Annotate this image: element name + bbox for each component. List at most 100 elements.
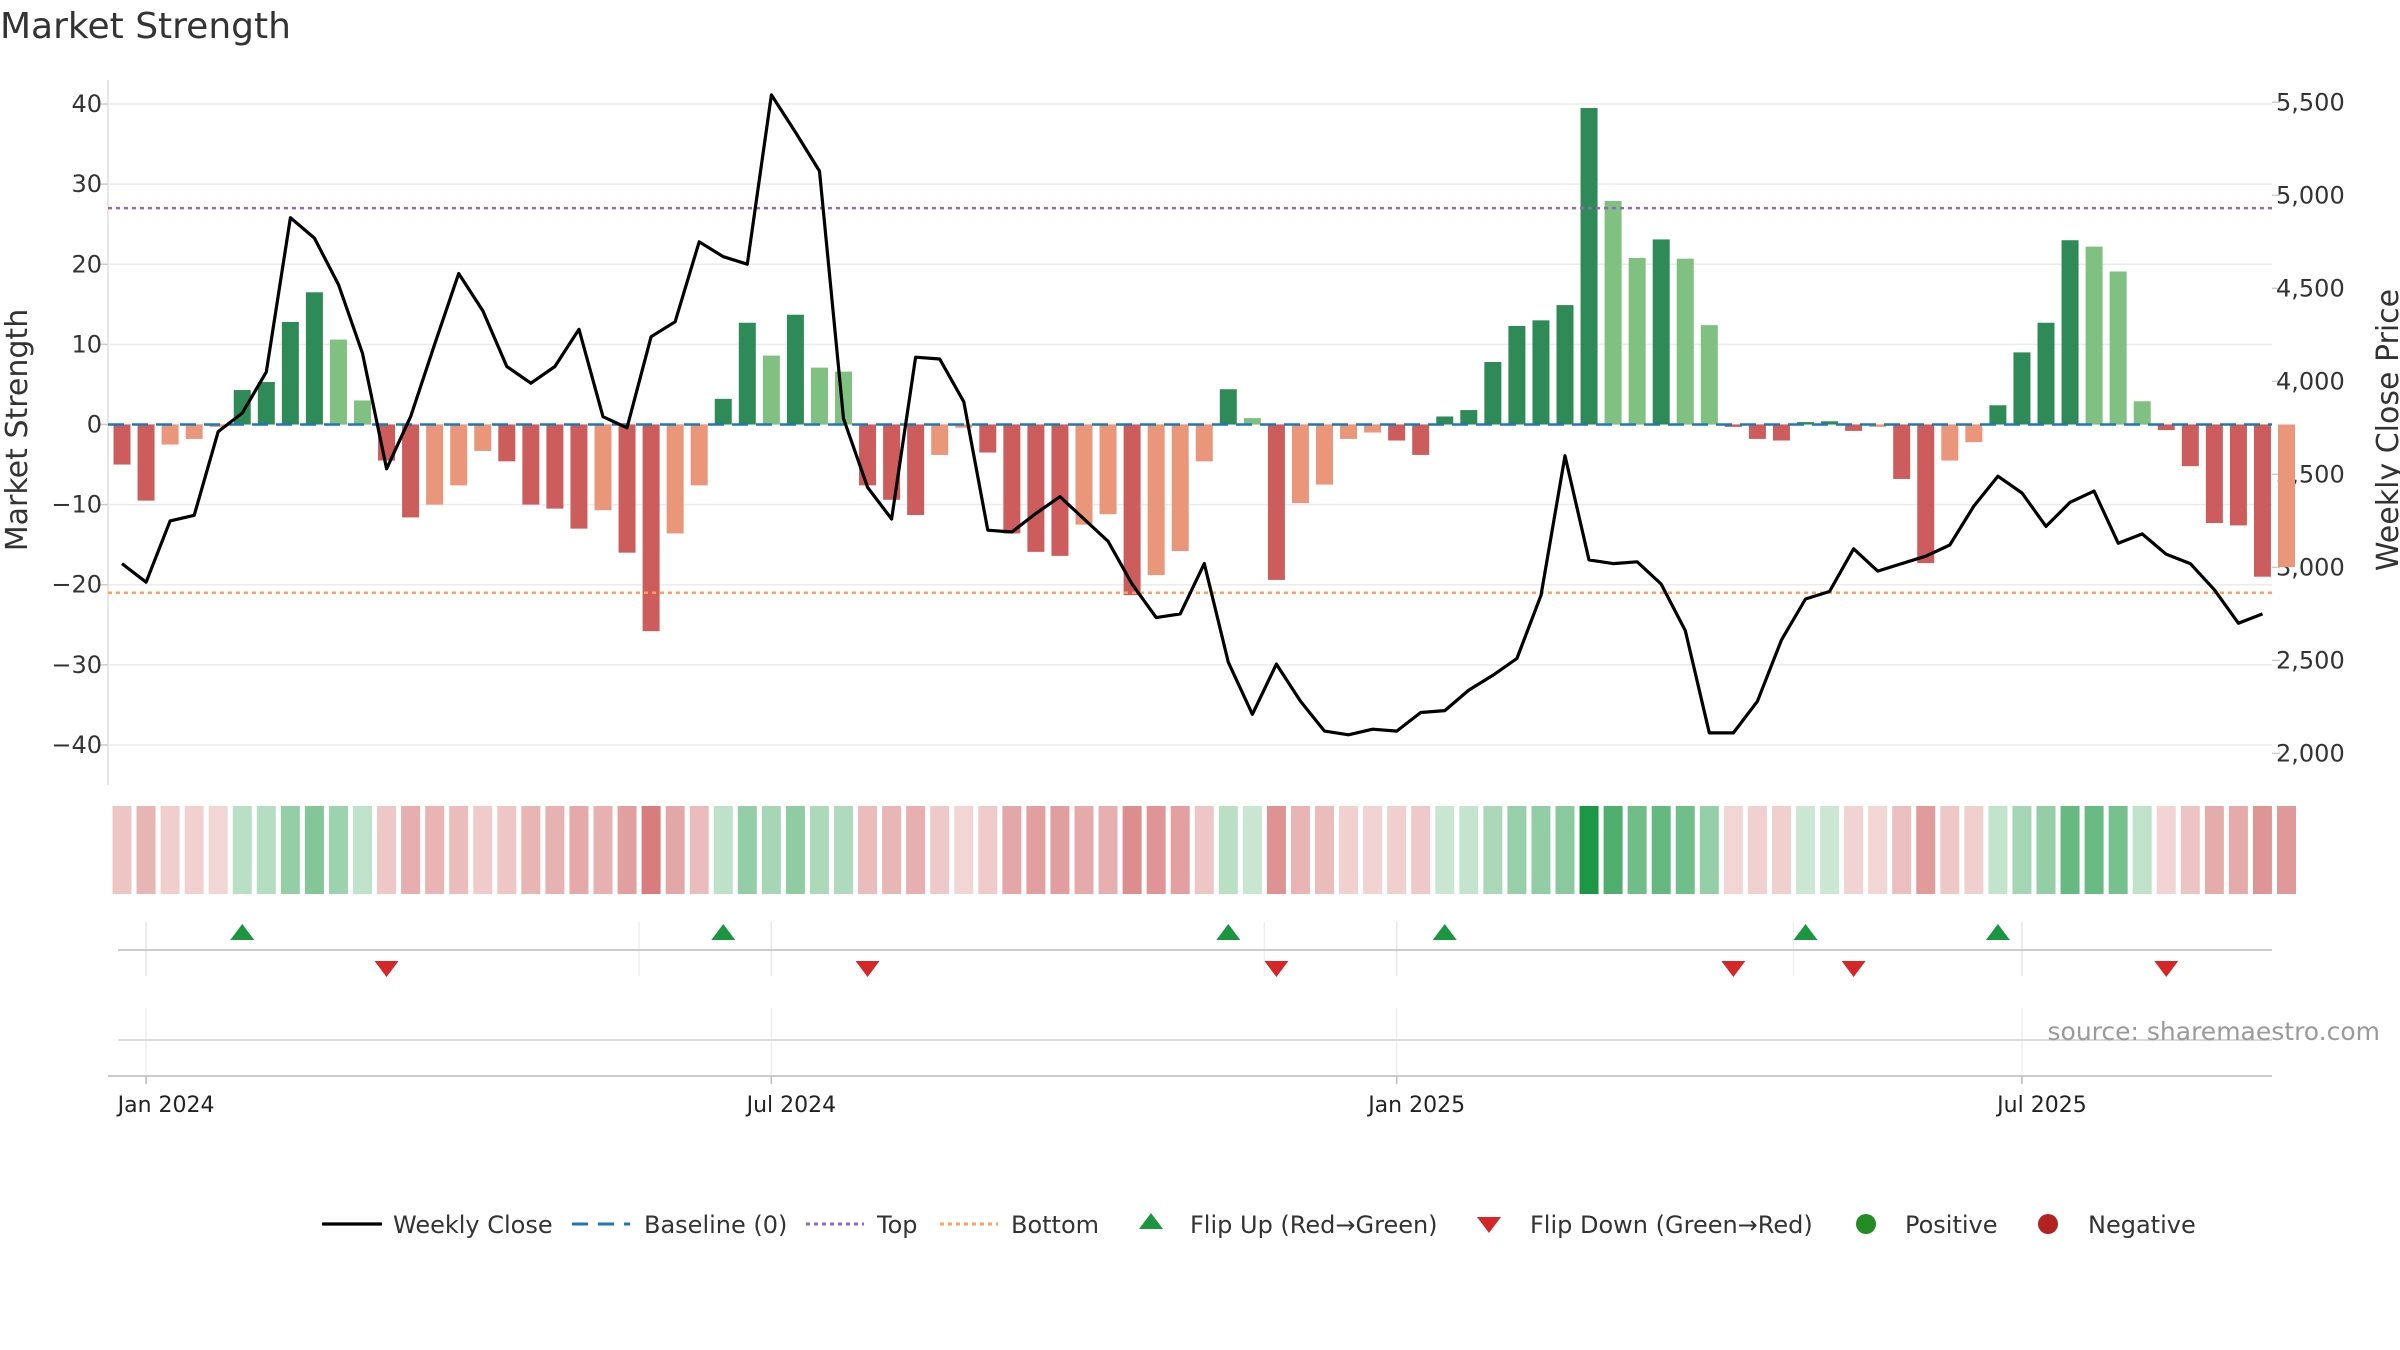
heat-cell [280,806,300,894]
flip-up-marker [1216,924,1241,940]
strength-bar [2157,424,2175,431]
legend: Weekly Close Baseline (0) Top Bottom Flip Up… [322,1211,2196,1239]
y2-tick-label: 4,000 [2276,367,2345,395]
strength-bar [522,424,540,505]
strength-bar [281,321,299,425]
strength-bar [931,424,949,455]
strength-bar [1941,424,1959,461]
strength-bar [1772,424,1790,441]
bottom-panel [118,1008,2272,1076]
legend-flip-down: Flip Down (Green→Red) [1477,1211,1813,1239]
heat-cell [1170,806,1190,894]
heat-cell [1699,806,1719,894]
y-tick-label: −10 [51,491,102,519]
strength-bar [594,424,612,511]
heat-cell [2132,806,2152,894]
heat-cell [208,806,228,894]
heat-cell [1507,806,1527,894]
strength-bar [1748,424,1766,439]
heat-cell [809,806,829,894]
heat-cell [1916,806,1936,894]
strength-bar [859,424,877,486]
heat-cell [184,806,204,894]
flip-down-marker [1841,961,1866,977]
heat-cell [1290,806,1310,894]
heat-cell [2180,806,2200,894]
legend-weekly-close: Weekly Close [322,1211,553,1239]
heat-cell [1940,806,1960,894]
strength-bar [1364,424,1382,433]
heat-cell [2277,806,2296,894]
y-tick-label: −40 [51,731,102,759]
heat-cell [1796,806,1815,894]
strength-bar [2037,322,2055,425]
heat-cell [1651,806,1671,894]
y-tick-label: 20 [71,250,102,278]
heat-cell [906,806,926,894]
flip-up-marker [230,924,255,940]
heat-cell [1002,806,1022,894]
strength-bar [979,424,997,453]
strength-bar [161,424,179,445]
heat-cell [473,806,493,894]
strength-bar [1893,424,1911,479]
heat-cell [1459,806,1479,894]
strength-bar [1604,200,1622,425]
left-axis-ticks: 40 30 20 10 0 −10 −20 −30 −40 [51,90,108,759]
strength-bar [1219,389,1237,425]
y-tick-label: 30 [71,170,102,198]
heat-cell [2036,806,2056,894]
legend-top: Top [806,1211,918,1239]
strength-bar [1821,421,1839,425]
heat-cell [2108,806,2128,894]
strength-bar [2229,424,2247,526]
legend-negative-swatch [2038,1214,2058,1234]
weekly-close-line [121,93,2264,737]
strength-bar [1869,424,1887,427]
strength-bar [1075,424,1093,525]
strength-bar [666,424,684,534]
strength-bar [1123,424,1141,596]
strength-bar [2133,401,2151,425]
strength-bar [1580,108,1598,425]
heat-cell [1411,806,1431,894]
strength-bars [113,108,2295,632]
y-tick-label: 40 [71,90,102,118]
heat-cell [761,806,781,894]
heat-cell [545,806,565,894]
strength-bar [1051,424,1069,556]
strength-bar [1388,424,1406,441]
heat-cell [304,806,324,894]
legend-negative: Negative [2038,1211,2196,1239]
heat-cell [1363,806,1383,894]
heat-cell [1844,806,1864,894]
strength-bar [1003,424,1021,534]
heat-cell [2228,806,2248,894]
strength-bar [2253,424,2271,577]
y-tick-label: 10 [71,330,102,358]
heat-cell [1242,806,1262,894]
heat-cell [401,806,421,894]
strength-bar [1147,424,1165,576]
heat-cell [497,806,517,894]
strength-bar [1243,418,1261,425]
strength-bar [1508,325,1526,425]
strength-bar [113,424,131,465]
flip-down-marker [1264,961,1289,977]
legend-positive-label: Positive [1905,1211,1998,1239]
strength-bar [354,400,371,425]
date-axis: Jan 2024 Jul 2024 Jan 2025 Jul 2025 [108,1075,2272,1118]
legend-negative-label: Negative [2088,1211,2196,1239]
heat-cell [2204,806,2224,894]
heat-cell [641,806,661,894]
strength-bar [1436,416,1454,425]
strength-bar [305,292,323,425]
strength-bar [1340,424,1358,439]
heat-cell [834,806,853,894]
heat-cell [232,806,252,894]
strength-bar [1316,424,1333,485]
strength-bar [810,367,828,425]
heat-cell [978,806,998,894]
heat-cell [1820,806,1840,894]
